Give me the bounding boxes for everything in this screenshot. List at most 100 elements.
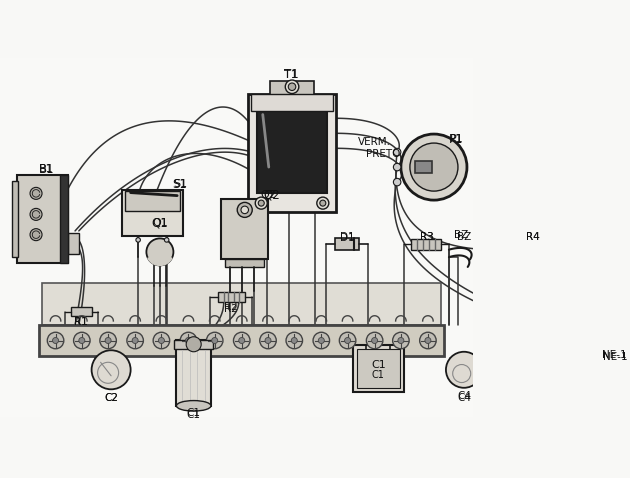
Text: NE-1: NE-1	[602, 350, 626, 360]
Circle shape	[207, 332, 223, 349]
Circle shape	[105, 337, 111, 344]
Text: R1: R1	[74, 317, 88, 327]
Circle shape	[401, 134, 467, 200]
Circle shape	[158, 337, 164, 344]
Circle shape	[241, 206, 248, 214]
Circle shape	[91, 350, 130, 389]
Circle shape	[291, 337, 297, 344]
Circle shape	[313, 332, 329, 349]
Bar	[39, 325, 444, 356]
Circle shape	[180, 332, 197, 349]
Text: S1: S1	[173, 178, 188, 191]
Circle shape	[234, 332, 250, 349]
Bar	[222, 199, 268, 260]
Circle shape	[260, 332, 277, 349]
Text: PRETO: PRETO	[365, 149, 400, 159]
Polygon shape	[148, 258, 172, 265]
Circle shape	[289, 83, 296, 90]
Bar	[415, 161, 432, 173]
Bar	[587, 351, 596, 357]
Text: B1: B1	[38, 163, 54, 176]
Text: Q1: Q1	[152, 217, 168, 230]
Circle shape	[393, 178, 401, 186]
Circle shape	[320, 200, 326, 206]
Bar	[60, 174, 67, 263]
Circle shape	[47, 332, 64, 349]
Text: C1: C1	[372, 370, 385, 380]
Text: R3: R3	[420, 232, 433, 242]
Circle shape	[425, 337, 431, 344]
Ellipse shape	[176, 401, 211, 411]
Text: R4: R4	[526, 232, 540, 242]
Circle shape	[345, 337, 350, 344]
Bar	[125, 191, 180, 211]
Bar	[411, 239, 442, 250]
Circle shape	[317, 197, 329, 209]
Text: B1: B1	[39, 164, 54, 174]
Bar	[248, 94, 336, 212]
Bar	[257, 103, 328, 194]
Circle shape	[398, 337, 404, 344]
Circle shape	[255, 197, 267, 209]
Circle shape	[286, 332, 302, 349]
Text: C1: C1	[371, 359, 386, 369]
Text: R3: R3	[420, 232, 433, 242]
Text: P1: P1	[450, 134, 463, 144]
Circle shape	[393, 163, 401, 171]
Bar	[270, 81, 314, 97]
Circle shape	[146, 239, 173, 265]
Text: R2: R2	[224, 304, 238, 314]
Circle shape	[265, 337, 271, 344]
Bar	[176, 340, 211, 406]
Circle shape	[420, 332, 436, 349]
Circle shape	[258, 200, 264, 206]
Bar	[587, 351, 596, 385]
Bar	[122, 190, 183, 236]
Text: R1: R1	[74, 317, 88, 327]
Bar	[174, 340, 213, 349]
Text: C1: C1	[186, 408, 201, 418]
Text: Q2: Q2	[260, 190, 276, 200]
Text: R2: R2	[224, 303, 238, 313]
Circle shape	[127, 332, 144, 349]
Bar	[335, 239, 359, 250]
Circle shape	[100, 332, 117, 349]
Bar	[225, 260, 264, 267]
Text: C2: C2	[104, 392, 118, 402]
Bar	[353, 345, 404, 391]
Bar	[251, 94, 333, 111]
Bar	[71, 307, 91, 316]
Bar	[518, 239, 548, 250]
Circle shape	[79, 337, 85, 344]
Text: T1: T1	[284, 68, 299, 81]
Circle shape	[393, 148, 401, 156]
Circle shape	[212, 337, 218, 344]
Circle shape	[446, 352, 482, 388]
Circle shape	[238, 202, 252, 217]
Circle shape	[52, 337, 59, 344]
Circle shape	[164, 238, 169, 242]
Circle shape	[372, 337, 377, 344]
Circle shape	[318, 337, 324, 344]
Circle shape	[30, 228, 42, 240]
Text: S1: S1	[173, 179, 187, 189]
Circle shape	[392, 332, 409, 349]
Text: VERM.: VERM.	[358, 137, 391, 147]
Text: BZ: BZ	[457, 232, 471, 242]
Circle shape	[30, 208, 42, 220]
Text: C4: C4	[457, 391, 471, 401]
Text: P1: P1	[449, 133, 464, 146]
Bar	[42, 283, 442, 325]
Circle shape	[584, 382, 599, 398]
Text: D1: D1	[340, 232, 354, 242]
Text: T1: T1	[284, 70, 298, 80]
Circle shape	[367, 332, 383, 349]
Bar	[218, 292, 244, 302]
Text: BZ: BZ	[454, 229, 468, 239]
Text: C2: C2	[104, 392, 118, 402]
Text: Q2: Q2	[263, 188, 280, 201]
Circle shape	[136, 238, 140, 242]
Circle shape	[285, 80, 299, 94]
Text: NE-1: NE-1	[604, 352, 628, 362]
Text: Q1: Q1	[152, 218, 168, 228]
